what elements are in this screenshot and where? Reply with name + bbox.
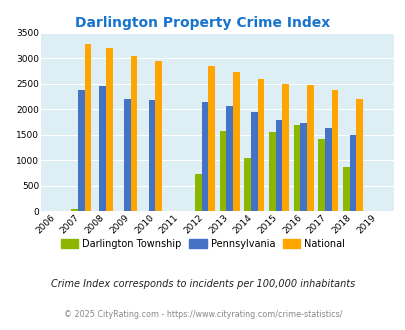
Text: Crime Index corresponds to incidents per 100,000 inhabitants: Crime Index corresponds to incidents per… (51, 279, 354, 289)
Bar (257, 79, 264, 211)
Bar (232, 73, 239, 211)
Text: Darlington Property Crime Index: Darlington Property Crime Index (75, 16, 330, 30)
Bar (208, 66, 214, 211)
Bar (306, 85, 313, 211)
Bar (194, 174, 201, 211)
Bar (148, 100, 155, 211)
Bar (78, 90, 85, 211)
Bar (124, 99, 130, 211)
Bar (331, 90, 337, 211)
Bar (85, 45, 91, 211)
Bar (275, 119, 281, 211)
Bar (250, 112, 257, 211)
Bar (318, 139, 324, 211)
Bar (99, 86, 106, 211)
Bar (281, 84, 288, 211)
Bar (349, 135, 356, 211)
Bar (342, 167, 349, 211)
Bar (226, 106, 232, 211)
Bar (130, 56, 137, 211)
Text: © 2025 CityRating.com - https://www.cityrating.com/crime-statistics/: © 2025 CityRating.com - https://www.city… (64, 310, 341, 319)
Bar (155, 61, 162, 211)
Bar (219, 131, 226, 211)
Bar (201, 102, 208, 211)
Bar (106, 48, 113, 211)
Bar (244, 158, 250, 211)
Bar (293, 125, 300, 211)
Bar (324, 128, 331, 211)
Bar (300, 123, 306, 211)
Bar (268, 132, 275, 211)
Bar (71, 209, 78, 211)
Bar (356, 99, 362, 211)
Legend: Darlington Township, Pennsylvania, National: Darlington Township, Pennsylvania, Natio… (57, 235, 348, 252)
